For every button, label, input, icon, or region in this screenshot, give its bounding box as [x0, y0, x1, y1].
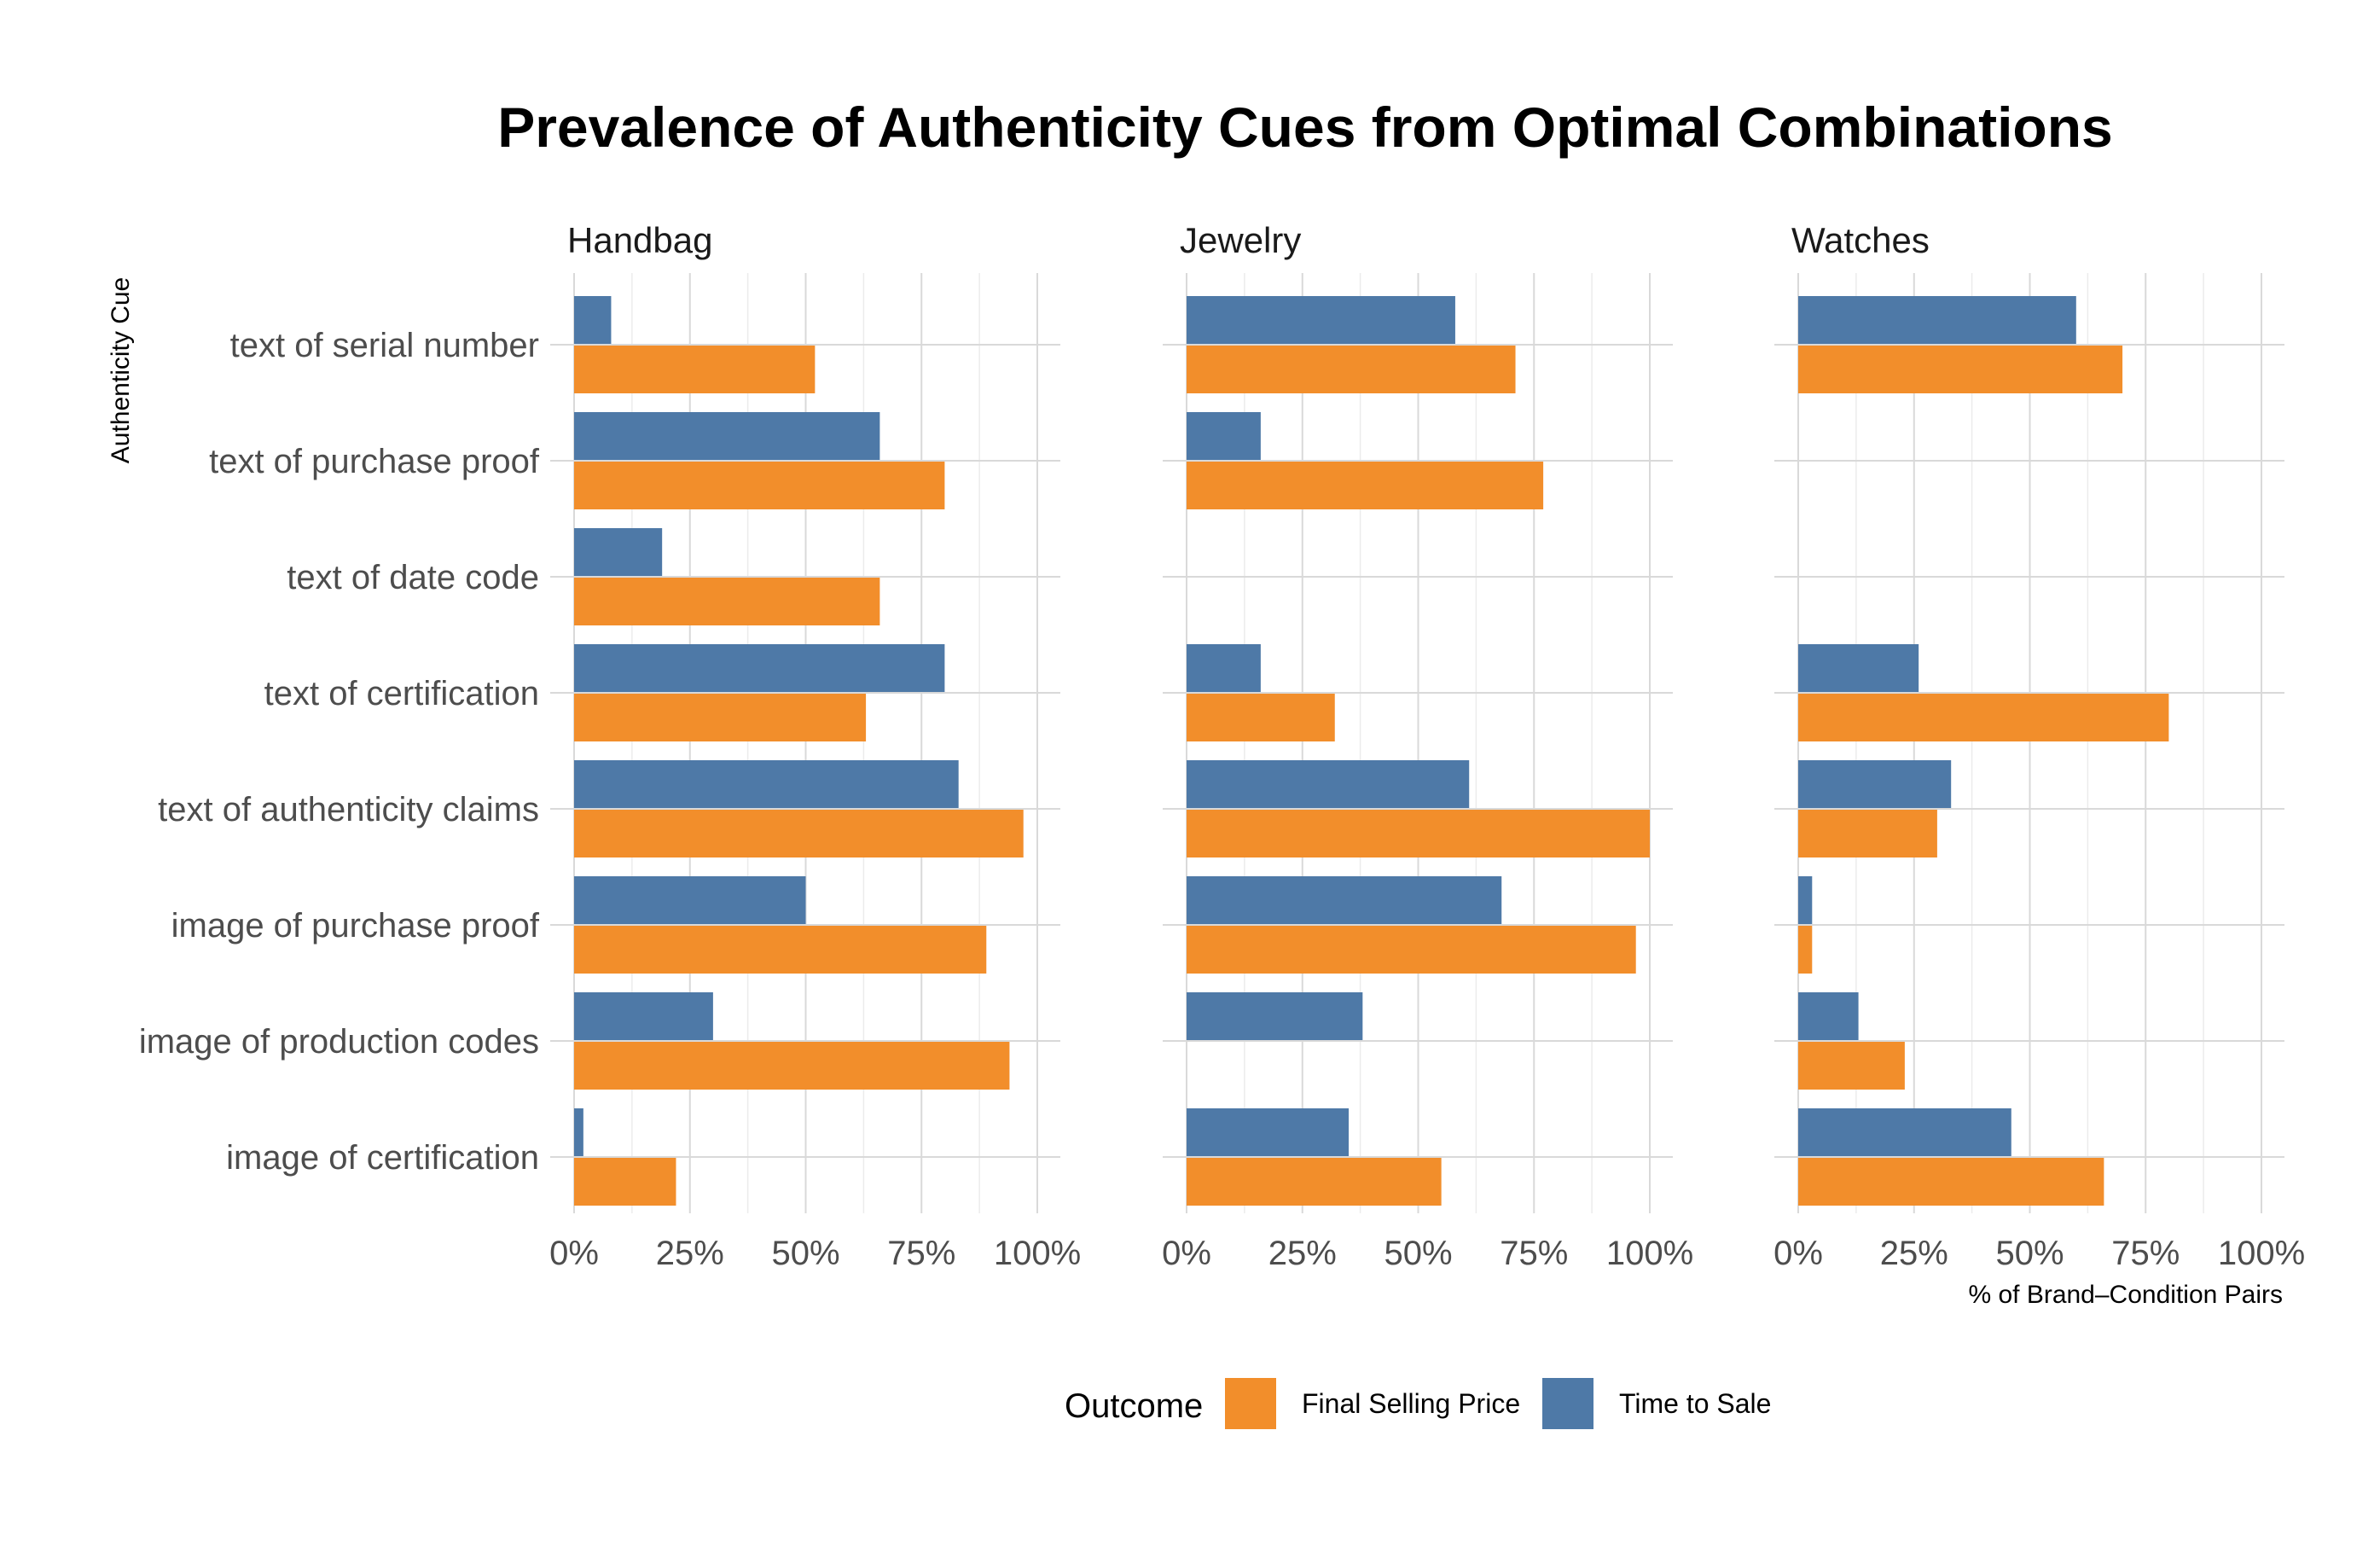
panel-watches: Watches 0% 25% 50% 75% 100% — [1773, 220, 2305, 1272]
x-tick-label: 50% — [1384, 1235, 1452, 1272]
bar — [1187, 760, 1470, 808]
bar — [1798, 760, 1952, 808]
x-tick-label: 0% — [1773, 1235, 1823, 1272]
bar — [1798, 992, 1859, 1040]
x-tick-label: 75% — [887, 1235, 955, 1272]
x-axis-label: % of Brand–Condition Pairs — [1968, 1281, 2283, 1309]
y-axis-label: Authenticity Cue — [107, 277, 135, 463]
x-tick-label: 0% — [1162, 1235, 1211, 1272]
bar — [1798, 926, 1813, 974]
legend-label: Time to Sale — [1619, 1388, 1771, 1419]
x-tick-label: 25% — [1880, 1235, 1948, 1272]
x-tick-label: 0% — [549, 1235, 599, 1272]
y-tick-label: text of authenticity claims — [158, 791, 539, 828]
y-tick-label: text of date code — [287, 559, 539, 596]
panel-jewelry: Jewelry 0% 25% 50% 75% 100% — [1162, 220, 1693, 1272]
y-tick-label: text of purchase proof — [209, 443, 540, 480]
bar — [1187, 346, 1516, 393]
bar — [1798, 1158, 2104, 1206]
y-tick-label: text of serial number — [230, 327, 539, 364]
panel-handbag: Handbag 0% 25% 50% 75% 100% — [549, 220, 1081, 1272]
x-tick-label: 100% — [2218, 1235, 2305, 1272]
x-tick-label: 50% — [771, 1235, 839, 1272]
bar — [574, 810, 1024, 857]
bar — [1798, 346, 2123, 393]
bar — [574, 926, 987, 974]
bar — [574, 578, 880, 625]
bar — [1187, 412, 1261, 460]
panel-title: Watches — [1791, 220, 1930, 260]
legend-entry: Time to Sale — [1542, 1378, 1771, 1429]
bar — [574, 644, 945, 692]
chart-title: Prevalence of Authenticity Cues from Opt… — [497, 96, 2113, 159]
bar — [574, 528, 663, 576]
bar — [1798, 876, 1813, 924]
bar — [1798, 810, 1937, 857]
legend-title: Outcome — [1065, 1387, 1203, 1425]
y-tick-label: image of production codes — [139, 1023, 539, 1061]
bar — [574, 1042, 1010, 1090]
x-tick-label: 25% — [656, 1235, 724, 1272]
bar — [1187, 926, 1636, 974]
bar — [1798, 694, 2169, 741]
bar — [574, 1108, 583, 1156]
legend-label: Final Selling Price — [1302, 1388, 1520, 1419]
panel-title: Handbag — [567, 220, 712, 260]
x-tick-label: 50% — [1995, 1235, 2064, 1272]
legend-key — [1542, 1378, 1593, 1429]
bar — [574, 462, 945, 509]
bar — [1187, 876, 1502, 924]
x-tick-label: 25% — [1268, 1235, 1337, 1272]
bar — [1187, 644, 1261, 692]
bar — [1798, 296, 2076, 344]
legend: Outcome Final Selling Price Time to Sale — [1065, 1378, 1771, 1429]
bar — [574, 694, 867, 741]
bar — [1798, 1042, 1905, 1090]
bar — [1798, 644, 1919, 692]
panels: Handbag 0% 25% 50% 75% 100% Jewelry 0% 25% 50% 75%… — [139, 220, 2305, 1272]
legend-entry: Final Selling Price — [1225, 1378, 1520, 1429]
bar — [1187, 810, 1650, 857]
bar — [574, 296, 612, 344]
bar — [1187, 694, 1335, 741]
bar — [1187, 462, 1544, 509]
bar — [1187, 1108, 1350, 1156]
bar — [574, 412, 880, 460]
panel-title: Jewelry — [1180, 220, 1301, 260]
bar — [574, 346, 816, 393]
bar — [574, 992, 713, 1040]
bar — [574, 876, 806, 924]
bar — [574, 760, 959, 808]
bar — [1187, 992, 1363, 1040]
bar — [574, 1158, 676, 1206]
bar — [1187, 1158, 1442, 1206]
x-tick-label: 75% — [1500, 1235, 1568, 1272]
bar — [1798, 1108, 2011, 1156]
y-tick-label: text of certification — [264, 675, 539, 712]
x-tick-label: 75% — [2111, 1235, 2180, 1272]
y-tick-label: image of certification — [226, 1139, 539, 1177]
y-tick-label: image of purchase proof — [171, 907, 540, 945]
x-tick-label: 100% — [994, 1235, 1081, 1272]
bar — [1187, 296, 1455, 344]
legend-key — [1225, 1378, 1276, 1429]
x-tick-label: 100% — [1606, 1235, 1693, 1272]
